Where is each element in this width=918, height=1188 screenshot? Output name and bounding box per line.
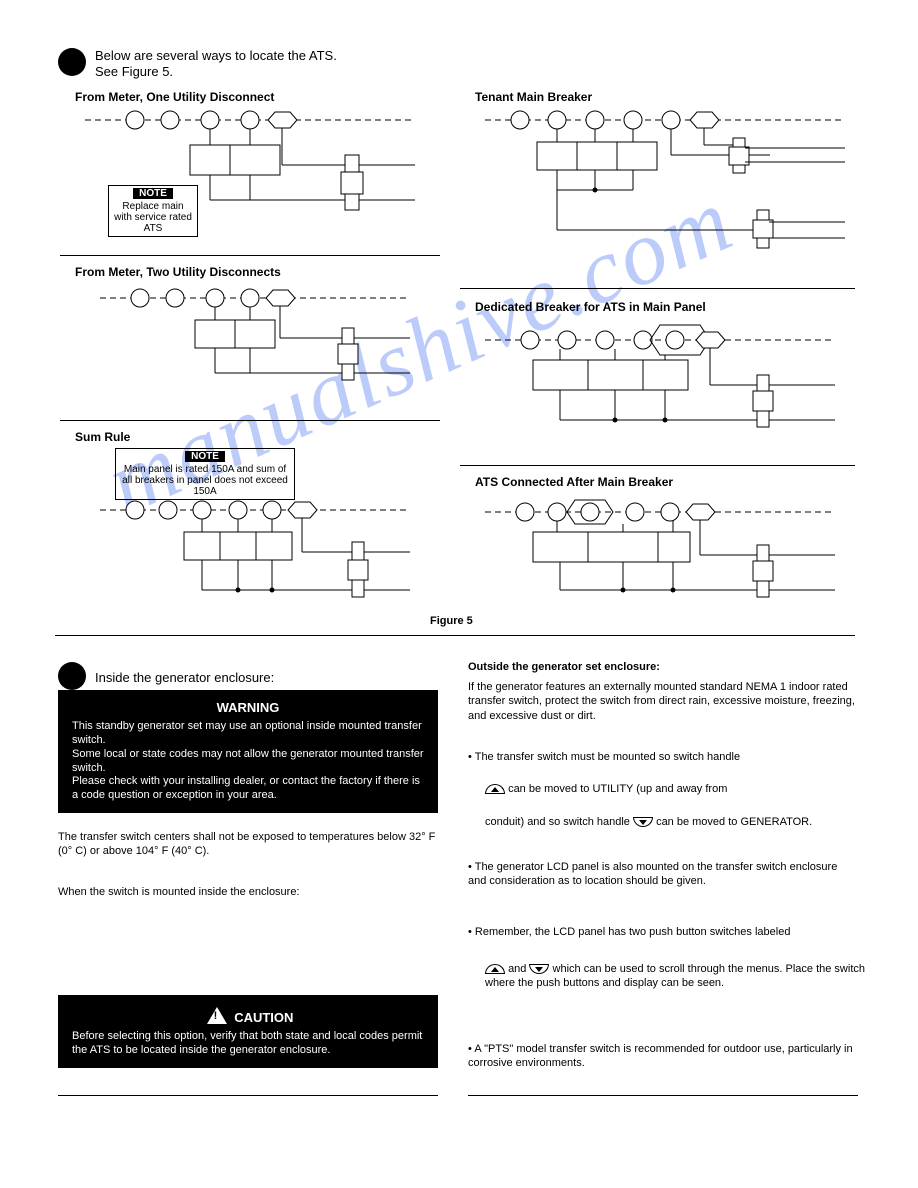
- warning-line1: This standby generator set may use an op…: [72, 720, 424, 748]
- r2c-wrap: conduit) and so switch handle can be mov…: [485, 815, 865, 829]
- warning-line2: Some local or state codes may not allow …: [72, 748, 424, 776]
- bullet5-line1: Below are several ways to locate the ATS…: [95, 48, 337, 63]
- diagram-3: [475, 100, 855, 260]
- bullet-6: [58, 662, 86, 690]
- caution-title-text: CAUTION: [234, 1010, 293, 1025]
- bullet6-label: Inside the generator enclosure:: [95, 670, 274, 685]
- r1-text: If the generator features an externally …: [468, 680, 858, 723]
- diagram-5: [475, 315, 845, 450]
- hr-d3: [460, 288, 855, 289]
- d1-note-hdr: NOTE: [133, 188, 173, 199]
- para2: When the switch is mounted inside the en…: [58, 885, 438, 899]
- hr-d5: [460, 465, 855, 466]
- r2d: can be moved to GENERATOR.: [656, 816, 812, 828]
- d4-title: Sum Rule: [75, 430, 130, 444]
- up-button-icon: [485, 784, 505, 794]
- bullet5-line2: See Figure 5.: [95, 64, 173, 79]
- warning-title: WARNING: [72, 700, 424, 716]
- r5: • A "PTS" model transfer switch is recom…: [468, 1042, 858, 1071]
- hr-caution: [58, 1095, 438, 1096]
- down-button-icon: [633, 817, 653, 827]
- r4: • Remember, the LCD panel has two push b…: [468, 925, 858, 939]
- down-button-icon-2: [529, 964, 549, 974]
- para1: The transfer switch centers shall not be…: [58, 830, 438, 859]
- caution-triangle-icon: [207, 1007, 227, 1024]
- caution-text: Before selecting this option, verify tha…: [72, 1030, 424, 1058]
- r2a: The transfer switch must be mounted so s…: [475, 751, 740, 763]
- up-button-icon-2: [485, 964, 505, 974]
- caution-box: CAUTION Before selecting this option, ve…: [58, 995, 438, 1068]
- caution-title: CAUTION: [72, 1005, 424, 1026]
- diagram-6: [475, 490, 845, 620]
- diagram-2: [90, 278, 420, 408]
- r2b: can be moved to UTILITY (up and away fro…: [508, 783, 727, 795]
- r3: • The generator LCD panel is also mounte…: [468, 860, 858, 889]
- d1-note: NOTE Replace main with service rated ATS: [108, 185, 198, 237]
- r4b-wrap: and which can be used to scroll through …: [485, 962, 865, 991]
- d4-note-hdr: NOTE: [185, 451, 225, 462]
- hr-d1: [60, 255, 440, 256]
- r2c: conduit) and so switch handle: [485, 816, 630, 828]
- hr-right-bottom: [468, 1095, 858, 1096]
- r2b-wrap: can be moved to UTILITY (up and away fro…: [485, 782, 865, 796]
- r4a: Remember, the LCD panel has two push but…: [475, 926, 791, 938]
- d5-title: Dedicated Breaker for ATS in Main Panel: [475, 300, 706, 314]
- r5-text: A "PTS" model transfer switch is recomme…: [468, 1043, 853, 1069]
- r2: • The transfer switch must be mounted so…: [468, 750, 858, 764]
- d1-note-body: Replace main with service rated ATS: [114, 201, 192, 234]
- warning-box: WARNING This standby generator set may u…: [58, 690, 438, 813]
- r3-text: The generator LCD panel is also mounted …: [468, 861, 837, 887]
- warning-line3: Please check with your installing dealer…: [72, 775, 424, 803]
- d6-title: ATS Connected After Main Breaker: [475, 475, 673, 489]
- diagram-4: [90, 490, 420, 630]
- hr-d2: [60, 420, 440, 421]
- d2-title: From Meter, Two Utility Disconnects: [75, 265, 281, 279]
- r4b: and: [508, 963, 526, 975]
- bullet-5: [58, 48, 86, 76]
- hr-fig: [55, 635, 855, 636]
- figure-caption: Figure 5: [430, 615, 473, 627]
- r1-title: Outside the generator set enclosure:: [468, 660, 858, 674]
